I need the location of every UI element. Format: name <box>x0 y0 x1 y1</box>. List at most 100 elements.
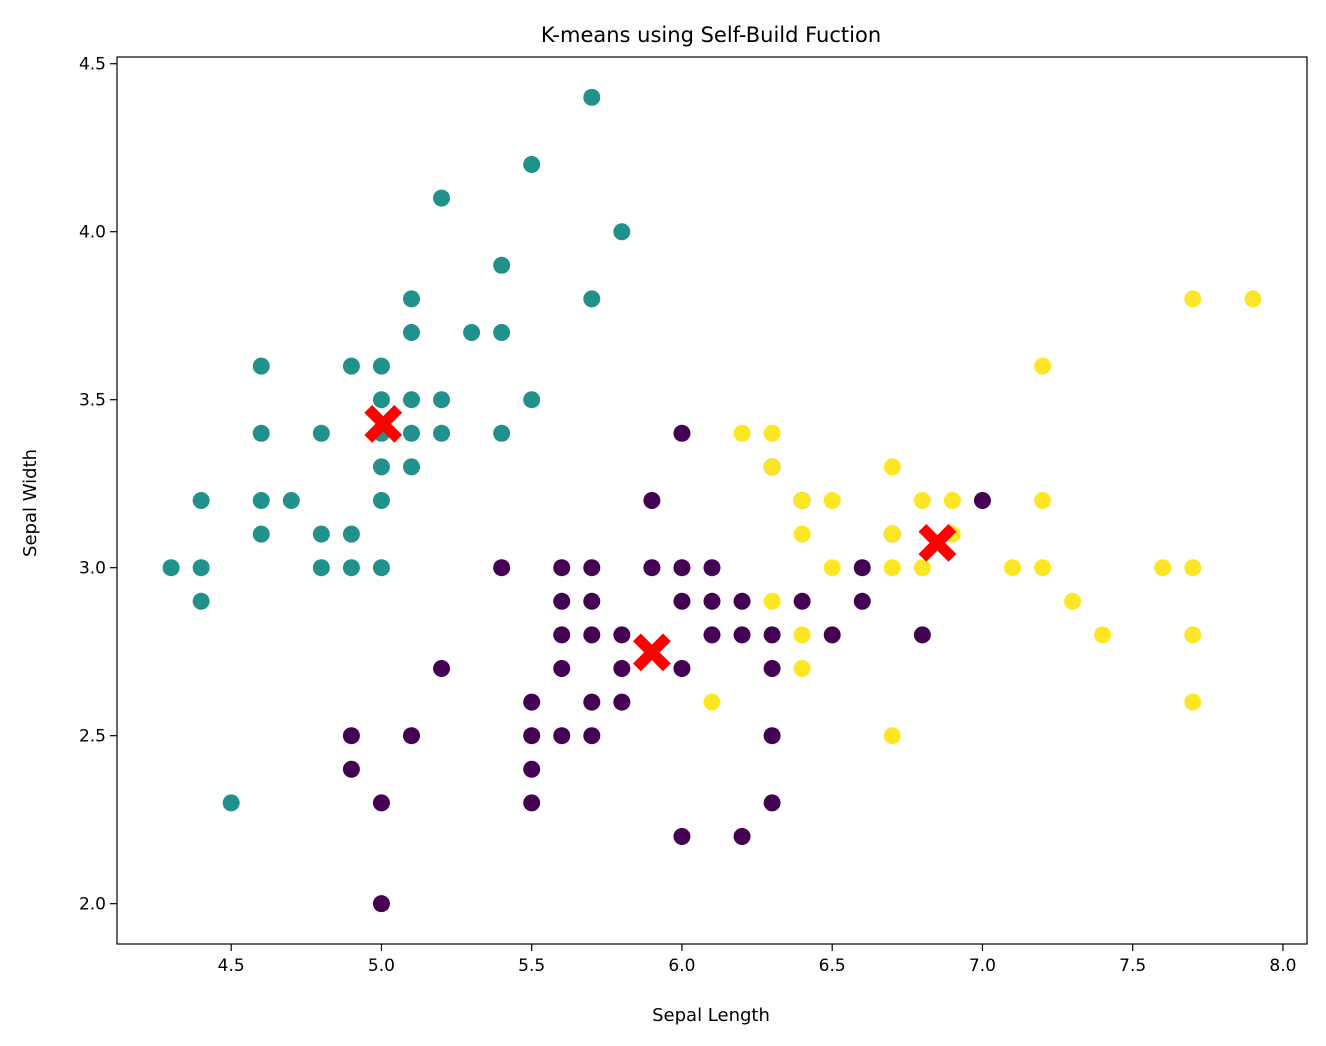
cluster-0-point <box>673 659 691 677</box>
cluster-2-point <box>1244 290 1262 308</box>
cluster-0-point <box>553 659 571 677</box>
cluster-1-point <box>252 357 270 375</box>
cluster-1-point <box>312 525 330 543</box>
cluster-0-point <box>643 492 661 509</box>
cluster-1-point <box>252 492 270 509</box>
cluster-0-point <box>553 727 571 745</box>
cluster-0-point <box>673 559 691 577</box>
cluster-1-point <box>523 391 541 409</box>
cluster-0-point <box>523 727 541 745</box>
y-axis-label: Sepal Width <box>20 449 41 557</box>
x-axis-ticks: 4.5 5.0 5.5 6.0 6.5 7.0 7.5 8.0 <box>218 944 1296 976</box>
x-tick-label: 7.0 <box>969 956 996 976</box>
cluster-0-point <box>402 727 420 745</box>
cluster-0-point <box>583 592 601 610</box>
cluster-1-point <box>493 324 511 342</box>
cluster-0-point <box>613 693 631 711</box>
cluster-1-point <box>433 424 451 442</box>
cluster-0-point <box>673 827 691 845</box>
cluster-1-point <box>433 391 451 409</box>
cluster-0-point <box>523 693 541 711</box>
cluster-0-point <box>733 626 751 644</box>
y-tick-label: 2.0 <box>79 895 106 915</box>
x-axis-label: Sepal Length <box>652 1005 770 1026</box>
x-tick-label: 6.0 <box>668 956 695 976</box>
cluster-1-point <box>613 223 631 241</box>
cluster-0-point <box>613 626 631 644</box>
axes-frame <box>116 56 1308 945</box>
cluster-1-point <box>402 391 420 409</box>
cluster-2-point <box>1184 693 1202 711</box>
y-tick-label: 3.0 <box>79 559 106 579</box>
cluster-2-point <box>883 525 901 543</box>
cluster-1-point <box>162 559 180 577</box>
cluster-1-point <box>252 424 270 442</box>
y-tick-label: 3.5 <box>79 391 106 411</box>
cluster-0-point <box>372 794 390 812</box>
centroid-marker <box>633 633 671 672</box>
y-tick-label: 4.0 <box>79 223 106 243</box>
cluster-0-point <box>703 559 721 577</box>
cluster-0-point <box>673 592 691 610</box>
cluster-2-point <box>823 492 841 509</box>
cluster-2-point <box>1034 492 1052 509</box>
cluster-2-point <box>1064 592 1082 610</box>
x-tick-label: 7.5 <box>1119 956 1146 976</box>
cluster-2-point <box>1034 357 1052 375</box>
centroid-marker <box>918 523 957 562</box>
cluster-2-point <box>883 559 901 577</box>
cluster-1-point <box>372 357 390 375</box>
cluster-2-point <box>1184 559 1202 577</box>
cluster-1-point <box>372 391 390 409</box>
cluster-1-point <box>192 559 210 577</box>
cluster-1-point <box>402 424 420 442</box>
cluster-1-point <box>433 189 451 207</box>
cluster-0-point <box>793 592 811 610</box>
cluster-0-point <box>433 659 451 677</box>
cluster-2-point <box>1094 626 1112 644</box>
cluster-1-point <box>192 492 210 509</box>
cluster-1-point <box>312 559 330 577</box>
cluster-0-point <box>583 626 601 644</box>
x-tick-label: 6.5 <box>819 956 846 976</box>
cluster-2-point <box>1184 290 1202 308</box>
cluster-0-point <box>703 626 721 644</box>
cluster-1-point <box>402 458 420 476</box>
cluster-0-point <box>523 760 541 778</box>
cluster-1-point <box>342 559 360 577</box>
cluster-0-point <box>763 626 781 644</box>
y-tick-label: 4.5 <box>79 55 106 75</box>
cluster-0-point <box>733 592 751 610</box>
cluster-0-point <box>673 424 691 442</box>
y-axis-ticks: 2.0 2.5 3.0 3.5 4.0 4.5 <box>79 55 117 915</box>
cluster-1-point <box>583 290 601 308</box>
cluster-1-point <box>252 525 270 543</box>
cluster-0-point <box>553 592 571 610</box>
cluster-1-point <box>372 559 390 577</box>
cluster-1-point <box>222 794 240 812</box>
cluster-0-point <box>853 559 871 577</box>
y-tick-label: 2.5 <box>79 727 106 747</box>
cluster-1-point <box>402 290 420 308</box>
cluster-0-point <box>553 559 571 577</box>
cluster-0-point <box>493 559 511 577</box>
cluster-0-point <box>853 592 871 610</box>
cluster-2-point <box>913 492 931 509</box>
x-tick-label: 5.0 <box>368 956 395 976</box>
cluster-0-point <box>372 895 390 913</box>
cluster-0-point <box>823 626 841 644</box>
cluster-1-point <box>402 324 420 342</box>
cluster-2-point <box>1034 559 1052 577</box>
cluster-0-point <box>973 492 991 509</box>
cluster-2-point <box>1004 559 1022 577</box>
cluster-0-point <box>733 827 751 845</box>
cluster-0-point <box>553 626 571 644</box>
cluster-2-point <box>763 458 781 476</box>
cluster-2-point <box>1154 559 1172 577</box>
cluster-0-point <box>342 760 360 778</box>
cluster-1-point <box>493 424 511 442</box>
cluster-0-point <box>763 727 781 745</box>
x-tick-label: 8.0 <box>1269 956 1296 976</box>
